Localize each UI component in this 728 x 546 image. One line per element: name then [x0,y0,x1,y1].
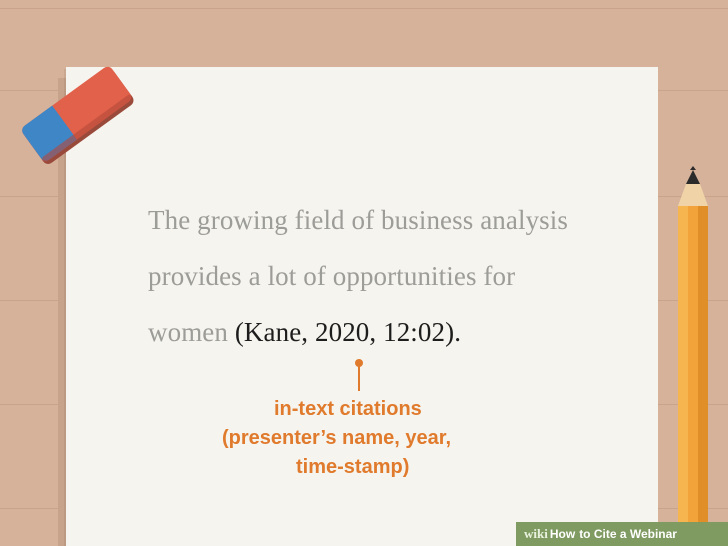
in-text-citation: (Kane, 2020, 12:02) [234,317,455,347]
body-text-line-1: The growing field of business analysis [148,205,568,235]
wikihow-watermark: wiki How to Cite a Webinar [516,522,728,546]
watermark-title: to Cite a Webinar [579,527,677,541]
callout-pointer-line [358,364,360,391]
pencil-icon [678,166,708,546]
watermark-how: How [549,527,576,541]
body-text-line-2: provides a lot of opportunities for [148,261,516,291]
body-text-plain: women [148,317,235,347]
callout-pointer-dot [355,359,363,367]
eraser-icon [22,66,134,164]
plank-line [0,8,728,9]
callout-line-2: (presenter’s name, year, [222,427,452,449]
body-text-line-3: women (Kane, 2020, 12:02). [148,317,461,348]
watermark-wiki: wiki [524,526,548,541]
citation-period: . [454,317,462,347]
callout-line-3: time-stamp) [296,456,410,478]
paper-sheet [66,67,658,546]
callout-line-1: in-text citations [274,398,422,420]
